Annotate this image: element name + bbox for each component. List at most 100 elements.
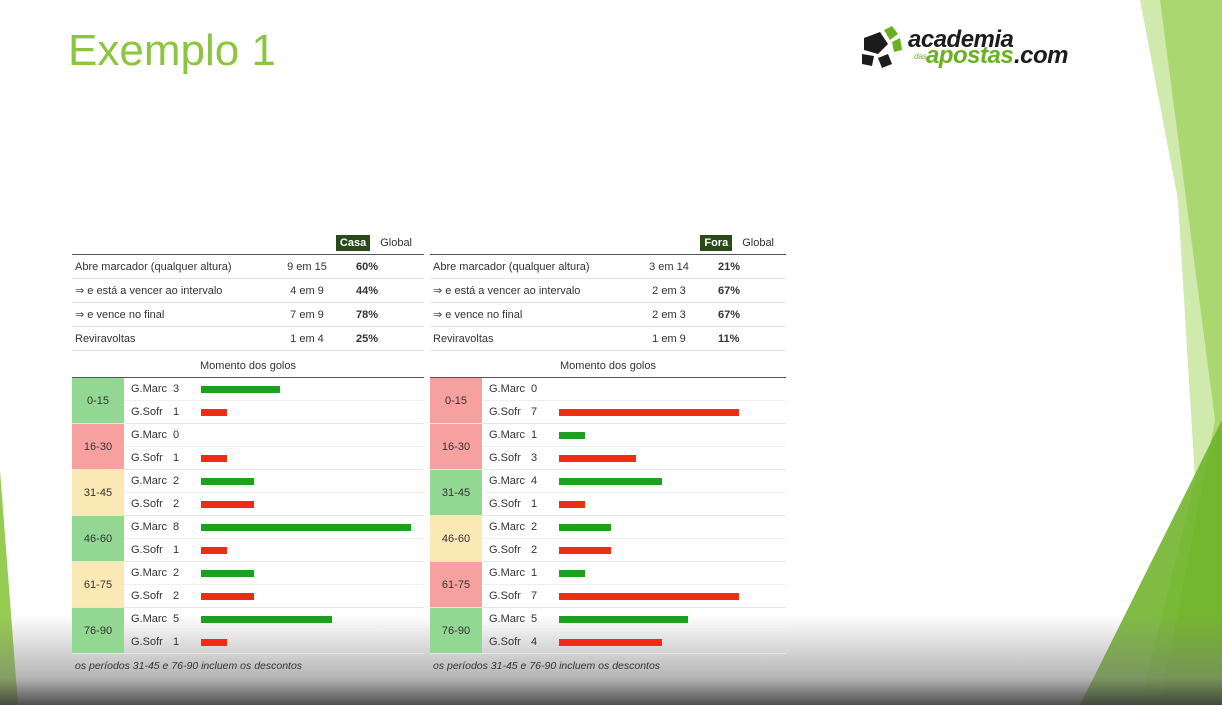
goals-conceded-bar-track — [201, 638, 424, 646]
goals-scored-row: G.Marc 5 — [482, 608, 786, 631]
goals-conceded-label: G.Sofr — [489, 452, 521, 464]
goals-scored-bar — [201, 569, 254, 577]
stat-count: 9 em 15 — [268, 255, 346, 279]
goals-conceded-bar — [559, 408, 739, 416]
goals-scored-count: 0 — [173, 429, 180, 441]
period-label: 16-30 — [430, 424, 482, 469]
period-goal-rows: G.Marc 2 G.Sofr 2 — [124, 562, 424, 607]
period-label: 46-60 — [430, 516, 482, 561]
home-tabs: Casa Global — [72, 232, 424, 255]
goals-conceded-count: 1 — [173, 636, 180, 648]
stat-label: ⇒ e está a vencer ao intervalo — [430, 278, 630, 303]
goals-scored-bar-track — [559, 477, 786, 485]
goals-scored-count: 0 — [531, 383, 538, 395]
goals-scored-label: G.Marc — [489, 429, 526, 441]
goals-conceded-row: G.Sofr 1 — [124, 447, 424, 469]
goals-conceded-bar — [201, 546, 227, 554]
goals-scored-row: G.Marc 1 — [482, 424, 786, 447]
goals-scored-bar-track — [201, 615, 424, 623]
goals-conceded-bar-track — [559, 454, 786, 462]
goals-scored-count: 8 — [173, 521, 180, 533]
stat-label: Reviravoltas — [430, 326, 630, 351]
goals-scored-row: G.Marc 1 — [482, 562, 786, 585]
goals-conceded-row: G.Sofr 3 — [482, 447, 786, 469]
period-label: 61-75 — [430, 562, 482, 607]
goals-scored-count: 2 — [531, 521, 538, 533]
goals-scored-label: G.Marc — [131, 383, 168, 395]
period-goal-rows: G.Marc 0 G.Sofr 7 — [482, 378, 786, 423]
period-goal-rows: G.Marc 1 G.Sofr 3 — [482, 424, 786, 469]
period-row: 16-30 G.Marc 1 G.Sofr 3 — [430, 424, 786, 470]
stat-percent: 11% — [708, 326, 786, 351]
goals-scored-row: G.Marc 3 — [124, 378, 424, 401]
goals-conceded-count: 2 — [173, 498, 180, 510]
stat-percent: 60% — [346, 255, 424, 279]
period-row: 0-15 G.Marc 0 G.Sofr 7 — [430, 378, 786, 424]
goals-scored-count: 1 — [531, 567, 538, 579]
home-stats-panel: Casa Global Abre marcador (qualquer altu… — [72, 232, 424, 676]
goals-conceded-label: G.Sofr — [131, 498, 163, 510]
goals-scored-label: G.Marc — [131, 475, 168, 487]
period-goal-rows: G.Marc 2 G.Sofr 2 — [124, 470, 424, 515]
away-note: os períodos 31-45 e 76-90 incluem os des… — [433, 660, 661, 672]
goals-scored-label: G.Marc — [131, 567, 168, 579]
tab-global[interactable]: Global — [380, 237, 412, 249]
goals-scored-count: 4 — [531, 475, 538, 487]
period-row: 16-30 G.Marc 0 G.Sofr 1 — [72, 424, 424, 470]
logo-text-academia: academia — [908, 26, 1014, 53]
goals-conceded-bar — [201, 500, 254, 508]
goals-scored-bar-track — [559, 523, 786, 531]
goals-scored-bar-track — [201, 569, 424, 577]
tab-global[interactable]: Global — [742, 237, 774, 249]
goals-conceded-row: G.Sofr 1 — [124, 631, 424, 653]
goals-scored-row: G.Marc 4 — [482, 470, 786, 493]
period-goal-rows: G.Marc 5 G.Sofr 4 — [482, 608, 786, 653]
stat-percent: 78% — [346, 302, 424, 327]
stats-row: Reviravoltas 1 em 9 11% — [430, 326, 786, 351]
goals-conceded-bar — [201, 454, 227, 462]
stat-count: 4 em 9 — [268, 278, 346, 303]
stats-row: Reviravoltas 1 em 4 25% — [72, 326, 424, 351]
period-label: 31-45 — [72, 470, 124, 515]
tab-casa[interactable]: Casa — [335, 235, 371, 251]
goals-scored-count: 2 — [173, 475, 180, 487]
goals-conceded-bar — [559, 638, 662, 646]
goals-scored-bar — [201, 615, 332, 623]
goals-conceded-bar-track — [201, 592, 424, 600]
goals-conceded-bar-track — [559, 408, 786, 416]
goals-conceded-label: G.Sofr — [489, 590, 521, 602]
stat-count: 1 em 9 — [630, 326, 708, 351]
goals-scored-label: G.Marc — [489, 521, 526, 533]
tab-fora[interactable]: Fora — [700, 235, 733, 251]
goals-conceded-row: G.Sofr 1 — [482, 493, 786, 515]
goals-scored-bar — [559, 569, 585, 577]
goals-conceded-label: G.Sofr — [131, 406, 163, 418]
period-row: 31-45 G.Marc 4 G.Sofr 1 — [430, 470, 786, 516]
goals-conceded-bar-track — [559, 546, 786, 554]
period-goal-rows: G.Marc 8 G.Sofr 1 — [124, 516, 424, 561]
stat-percent: 67% — [708, 278, 786, 303]
away-tabs: Fora Global — [430, 232, 786, 255]
goals-scored-label: G.Marc — [489, 383, 526, 395]
home-moment-title: Momento dos golos — [72, 351, 424, 378]
goals-conceded-bar — [559, 592, 739, 600]
goals-conceded-count: 4 — [531, 636, 538, 648]
period-label: 16-30 — [72, 424, 124, 469]
away-stats-panel: Fora Global Abre marcador (qualquer altu… — [430, 232, 786, 676]
goals-conceded-bar-track — [559, 500, 786, 508]
goals-conceded-count: 2 — [173, 590, 180, 602]
goals-conceded-count: 7 — [531, 590, 538, 602]
period-goal-rows: G.Marc 5 G.Sofr 1 — [124, 608, 424, 653]
goals-conceded-bar-track — [559, 638, 786, 646]
goals-scored-count: 1 — [531, 429, 538, 441]
goals-conceded-row: G.Sofr 2 — [482, 539, 786, 561]
stats-row: ⇒ e está a vencer ao intervalo 2 em 3 67% — [430, 278, 786, 303]
period-label: 76-90 — [430, 608, 482, 653]
goals-scored-count: 5 — [531, 613, 538, 625]
goals-conceded-count: 1 — [531, 498, 538, 510]
stat-percent: 44% — [346, 278, 424, 303]
period-row: 76-90 G.Marc 5 G.Sofr 1 — [72, 608, 424, 654]
goals-scored-count: 2 — [173, 567, 180, 579]
goals-conceded-row: G.Sofr 4 — [482, 631, 786, 653]
stats-row: ⇒ e vence no final 2 em 3 67% — [430, 302, 786, 327]
